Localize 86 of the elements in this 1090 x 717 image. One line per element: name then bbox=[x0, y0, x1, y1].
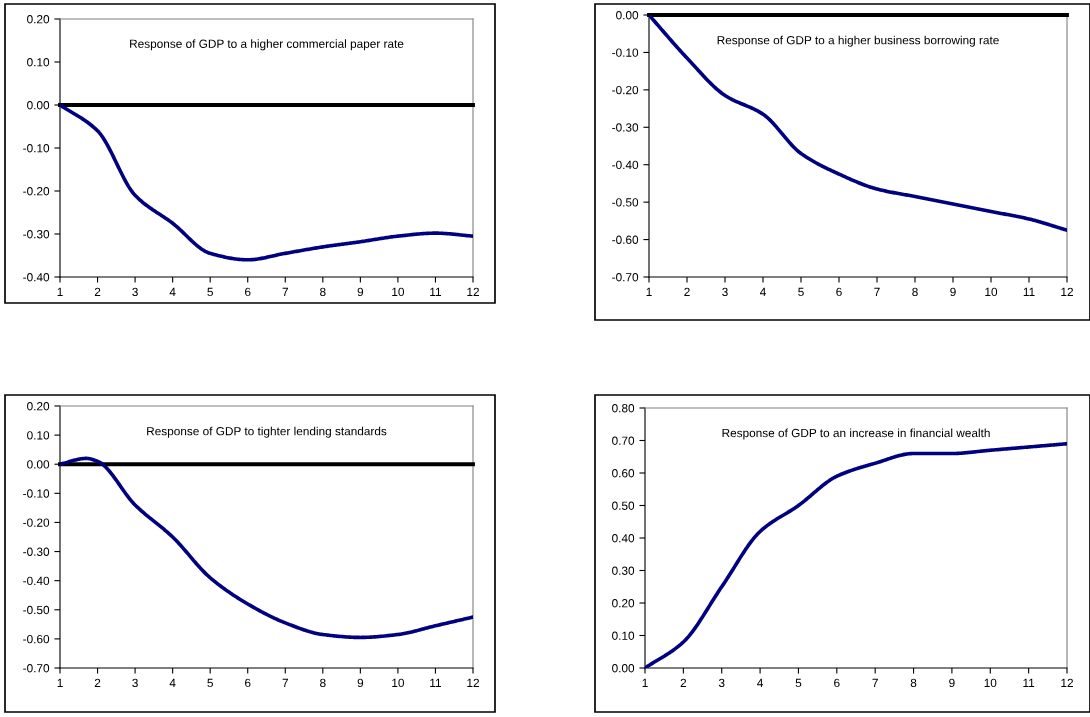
y-tick-label: 0.10 bbox=[27, 58, 50, 67]
x-tick-label: 10 bbox=[392, 287, 405, 297]
y-tick-label: 0.00 bbox=[27, 460, 50, 469]
x-tick-label: 8 bbox=[320, 678, 326, 688]
x-tick-label: 9 bbox=[357, 678, 364, 688]
y-tick-label: -0.40 bbox=[23, 576, 50, 586]
x-tick-label: 9 bbox=[357, 287, 364, 297]
x-tick-label: 11 bbox=[1023, 678, 1035, 687]
y-tick-label: 0.10 bbox=[27, 431, 50, 440]
x-tick-label: 4 bbox=[759, 287, 766, 296]
x-tick-label: 12 bbox=[467, 287, 479, 296]
y-tick-label: -0.70 bbox=[23, 664, 50, 673]
x-tick-label: 1 bbox=[57, 287, 63, 296]
x-tick-label: 5 bbox=[207, 678, 213, 688]
y-tick-label: 0.00 bbox=[616, 11, 639, 20]
y-tick-label: -0.50 bbox=[23, 605, 50, 615]
y-tick-label: -0.30 bbox=[612, 123, 639, 132]
x-tick-label: 9 bbox=[949, 678, 955, 688]
x-tick-label: 12 bbox=[467, 678, 479, 687]
y-tick-label: -0.50 bbox=[612, 198, 639, 207]
x-tick-label: 11 bbox=[1023, 287, 1035, 296]
y-tick-label: -0.10 bbox=[23, 144, 50, 153]
x-tick-label: 1 bbox=[646, 287, 652, 296]
y-tick-label: -0.40 bbox=[612, 160, 639, 170]
y-tick-label: -0.10 bbox=[23, 489, 50, 498]
x-tick-label: 2 bbox=[680, 678, 687, 687]
x-tick-label: 2 bbox=[94, 287, 101, 296]
y-tick-label: -0.30 bbox=[23, 547, 50, 556]
y-tick-label: -0.70 bbox=[612, 273, 639, 282]
x-tick-label: 1 bbox=[642, 678, 648, 687]
y-tick-label: -0.20 bbox=[612, 85, 639, 95]
y-tick-label: -0.40 bbox=[23, 273, 50, 282]
x-tick-label: 11 bbox=[430, 678, 442, 687]
x-tick-label: 10 bbox=[392, 678, 405, 688]
x-tick-label: 4 bbox=[757, 678, 764, 687]
y-tick-label: -0.60 bbox=[23, 634, 50, 644]
x-tick-label: 2 bbox=[684, 287, 690, 296]
x-tick-label: 3 bbox=[132, 287, 138, 297]
y-tick-label: -0.60 bbox=[612, 235, 639, 244]
text: Response of GDP to a higher business borrowing rate bbox=[717, 35, 999, 47]
x-tick-label: 11 bbox=[430, 287, 442, 296]
x-tick-label: 8 bbox=[320, 287, 326, 297]
x-tick-label: 4 bbox=[169, 287, 176, 296]
x-tick-label: 2 bbox=[94, 678, 101, 687]
y-tick-label: -0.20 bbox=[23, 518, 50, 527]
x-tick-label: 7 bbox=[872, 678, 878, 687]
x-tick-label: 3 bbox=[718, 678, 725, 688]
y-tick-label: -0.10 bbox=[612, 48, 639, 57]
y-tick-label: 0.60 bbox=[612, 469, 635, 478]
y-tick-label: 0.80 bbox=[612, 404, 635, 413]
x-tick-label: 5 bbox=[207, 287, 213, 297]
y-tick-label: 0.20 bbox=[612, 599, 635, 608]
x-tick-label: 6 bbox=[245, 678, 251, 688]
x-tick-label: 6 bbox=[245, 287, 251, 297]
x-tick-label: 10 bbox=[985, 287, 998, 297]
text: Response of GDP to tighter lending standards bbox=[147, 426, 387, 438]
x-tick-label: 6 bbox=[836, 287, 842, 297]
x-tick-label: 7 bbox=[282, 287, 288, 296]
x-tick-label: 3 bbox=[132, 678, 138, 688]
x-tick-label: 5 bbox=[795, 678, 802, 688]
y-tick-label: 0.40 bbox=[612, 534, 635, 543]
x-tick-label: 5 bbox=[798, 287, 804, 297]
x-tick-label: 3 bbox=[722, 287, 728, 297]
x-tick-label: 10 bbox=[984, 678, 997, 688]
x-tick-label: 9 bbox=[950, 287, 956, 297]
y-tick-label: -0.30 bbox=[23, 230, 50, 239]
x-tick-label: 1 bbox=[57, 678, 63, 687]
x-tick-label: 12 bbox=[1061, 678, 1073, 687]
y-tick-label: 0.30 bbox=[612, 566, 635, 575]
x-tick-label: 7 bbox=[282, 678, 288, 687]
x-tick-label: 8 bbox=[910, 678, 917, 688]
y-tick-label: 0.20 bbox=[27, 15, 50, 24]
x-tick-label: 6 bbox=[834, 678, 840, 688]
text: Response of GDP to an increase in financial wealth bbox=[722, 428, 990, 440]
y-tick-label: 0.00 bbox=[612, 664, 635, 673]
x-tick-label: 8 bbox=[912, 287, 918, 297]
y-tick-label: -0.20 bbox=[23, 187, 50, 196]
y-tick-label: 0.70 bbox=[612, 436, 635, 445]
y-tick-label: 0.50 bbox=[612, 501, 635, 510]
x-tick-label: 7 bbox=[874, 287, 880, 296]
y-tick-label: 0.10 bbox=[612, 631, 635, 640]
x-tick-label: 4 bbox=[169, 678, 176, 687]
text: Response of GDP to a higher commercial paper rate bbox=[130, 39, 404, 51]
x-tick-label: 12 bbox=[1061, 287, 1073, 296]
y-tick-label: 0.20 bbox=[27, 402, 50, 411]
y-tick-label: 0.00 bbox=[27, 101, 50, 110]
